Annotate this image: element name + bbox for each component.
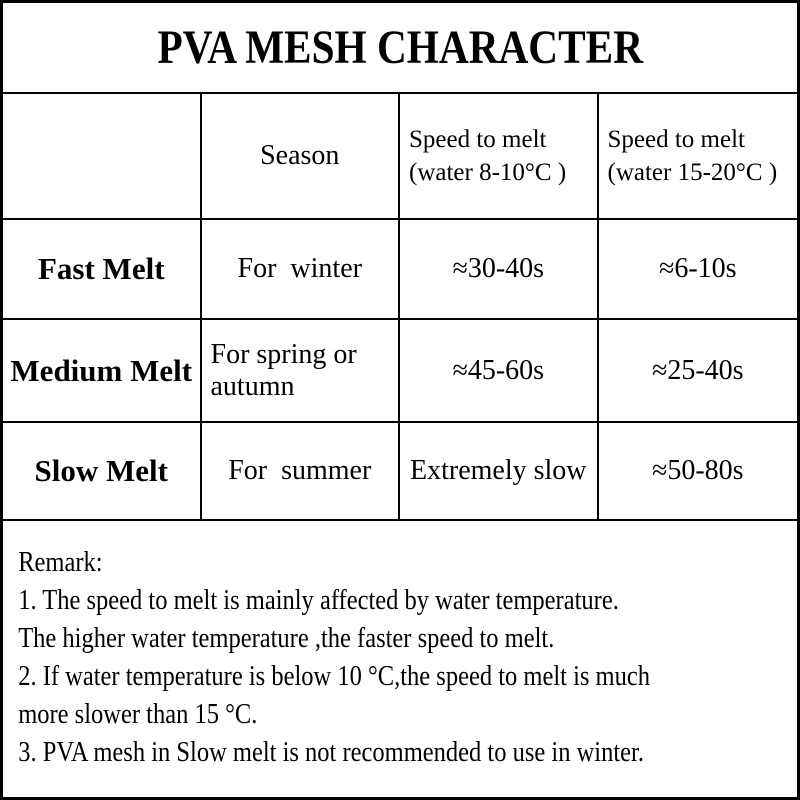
remark-line: more slower than 15 °C.	[18, 698, 258, 730]
remark-line: 3. PVA mesh in Slow melt is not recommen…	[18, 736, 644, 768]
row-label-fast-melt: Fast Melt	[3, 220, 202, 320]
title-bar: PVA MESH CHARACTER	[3, 3, 797, 94]
remark-line: The higher water temperature ,the faster…	[18, 622, 555, 654]
season-cell-slow-melt: For summer	[201, 423, 400, 521]
header-cell-season: Season	[201, 94, 400, 220]
melt-speed-table: Season Speed to melt (water 8-10°C ) Spe…	[3, 94, 797, 521]
remark-line: 2. If water temperature is below 10 °C,t…	[18, 660, 650, 692]
header-cell-speed-cold: Speed to melt (water 8-10°C )	[400, 94, 599, 220]
season-cell-medium-melt: For spring or autumn	[201, 320, 400, 423]
speed-cold-cell-medium-melt: ≈45-60s	[400, 320, 599, 423]
speed-warm-cell-fast-melt: ≈6-10s	[598, 220, 797, 320]
season-cell-fast-melt: For winter	[201, 220, 400, 320]
speed-cold-cell-slow-melt: Extremely slow	[400, 423, 599, 521]
remark-section: Remark: 1. The speed to melt is mainly a…	[3, 521, 795, 771]
speed-cold-cell-fast-melt: ≈30-40s	[400, 220, 599, 320]
remark-line: 1. The speed to melt is mainly affected …	[18, 584, 619, 616]
speed-warm-cell-medium-melt: ≈25-40s	[598, 320, 797, 423]
row-label-medium-melt: Medium Melt	[3, 320, 202, 423]
remark-heading: Remark:	[18, 546, 103, 578]
page-title: PVA MESH CHARACTER	[157, 21, 643, 74]
header-cell-empty	[3, 94, 202, 220]
speed-warm-cell-slow-melt: ≈50-80s	[598, 423, 797, 521]
header-cell-speed-warm: Speed to melt (water 15-20°C )	[598, 94, 797, 220]
row-label-slow-melt: Slow Melt	[3, 423, 202, 521]
